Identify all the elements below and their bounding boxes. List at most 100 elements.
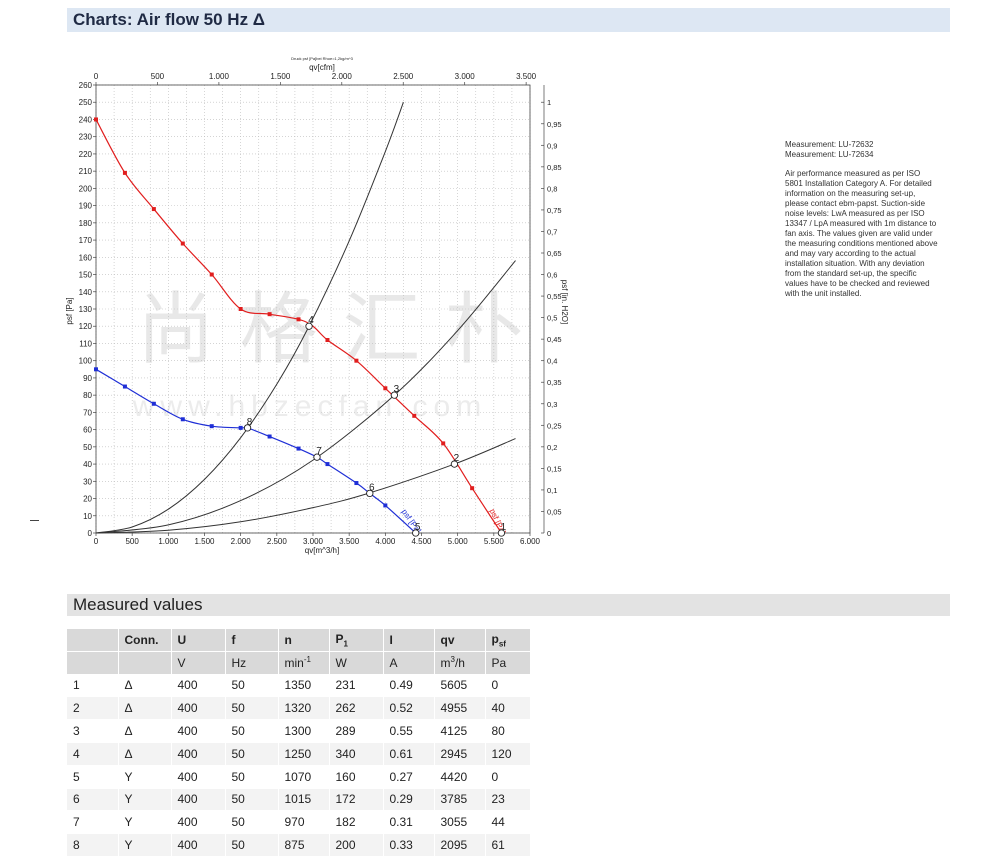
table-cell: 400 xyxy=(171,696,226,721)
table-cell: 23 xyxy=(485,788,531,812)
watermark-text: 尚 格 汇 朴 xyxy=(137,285,523,375)
description-line: noise levels: LwA measured as per ISO xyxy=(785,209,925,218)
table-cell: A xyxy=(383,651,435,675)
table-cell: 2 xyxy=(67,696,119,721)
table-cell: 200 xyxy=(329,833,384,857)
table-cell: min-1 xyxy=(278,651,330,675)
data-point xyxy=(296,317,301,322)
right-tick-label: 0,9 xyxy=(547,141,557,150)
table-cell: 4955 xyxy=(434,696,486,721)
operating-point-label: 8 xyxy=(247,417,253,428)
table-cell: 262 xyxy=(329,696,384,721)
table-cell: 400 xyxy=(171,788,226,812)
data-point xyxy=(209,424,214,429)
table-cell: 4420 xyxy=(434,765,486,789)
y-tick-label: 140 xyxy=(79,288,93,297)
x-axis-label: qv[m^3/h] xyxy=(305,546,339,555)
right-axis-label: psf [in. H2O] xyxy=(560,280,569,324)
charts-section-header: Charts: Air flow 50 Hz Δ xyxy=(67,8,950,32)
data-point xyxy=(383,503,388,508)
right-tick-label: 0,95 xyxy=(547,120,562,129)
table-cell: 0.52 xyxy=(383,696,435,721)
series-line xyxy=(95,438,516,534)
table-cell: W xyxy=(329,651,384,675)
description-line: and may vary according to the actual xyxy=(785,249,916,258)
table-cell: 182 xyxy=(329,810,384,835)
table-cell: Δ xyxy=(118,674,172,698)
top-tick-label: 500 xyxy=(151,72,165,81)
table-cell: 120 xyxy=(485,742,531,766)
table-cell xyxy=(118,651,172,675)
table-cell: 1300 xyxy=(278,719,330,743)
table-cell: Y xyxy=(118,833,172,857)
data-point xyxy=(94,117,98,122)
table-cell: 6 xyxy=(67,788,119,812)
data-point xyxy=(209,272,214,277)
table-row: 5 Y 400 50 1070 160 0.27 4420 0 xyxy=(67,765,531,789)
table-cell: 400 xyxy=(171,742,226,766)
data-point xyxy=(470,486,475,491)
data-point xyxy=(180,417,185,422)
y-tick-label: 180 xyxy=(79,219,93,228)
top-tick-label: 1.000 xyxy=(209,72,230,81)
table-cell: 0 xyxy=(485,765,531,789)
table-cell: 44 xyxy=(485,810,531,835)
table-cell: 970 xyxy=(278,810,330,835)
table-cell: 2945 xyxy=(434,742,486,766)
table-cell: P1 xyxy=(329,629,384,652)
table-row: 7 Y 400 50 970 182 0.31 3055 44 xyxy=(67,810,531,835)
table-cell: 400 xyxy=(171,833,226,857)
description-line: values have to be checked and reviewed xyxy=(785,279,930,288)
table-cell xyxy=(67,651,119,675)
y-tick-label: 220 xyxy=(79,150,93,159)
y-tick-label: 90 xyxy=(83,374,92,383)
measurement-notes: Measurement: LU-72632 Measurement: LU-72… xyxy=(785,140,950,299)
table-cell: 875 xyxy=(278,833,330,857)
table-cell: Pa xyxy=(485,651,531,675)
table-cell: 50 xyxy=(225,742,279,766)
description-line: the measuring conditions mentioned above xyxy=(785,239,938,248)
table-cell: Y xyxy=(118,810,172,835)
data-point xyxy=(151,401,156,406)
data-point xyxy=(296,446,301,451)
table-cell: 3785 xyxy=(434,788,486,812)
operating-point xyxy=(497,529,506,537)
table-cell: Δ xyxy=(118,719,172,743)
top-tick-label: 0 xyxy=(94,72,99,81)
table-cell: Y xyxy=(118,788,172,812)
table-cell: 400 xyxy=(171,719,226,743)
table-cell: 50 xyxy=(225,788,279,812)
y-tick-label: 260 xyxy=(79,81,93,90)
right-tick-label: 0 xyxy=(547,529,551,538)
x-tick-label: 5.500 xyxy=(484,537,505,546)
data-point xyxy=(441,441,446,446)
operating-point xyxy=(412,529,420,537)
table-cell: 50 xyxy=(225,674,279,698)
operating-point xyxy=(390,391,399,399)
right-tick-label: 0,5 xyxy=(547,314,557,323)
right-tick-label: 0,2 xyxy=(547,443,557,452)
table-cell: 0.27 xyxy=(383,765,435,789)
top-axis-label: qv[cfm] xyxy=(309,63,335,72)
right-tick-label: 0,25 xyxy=(547,421,562,430)
x-tick-label: 6.000 xyxy=(520,537,541,546)
x-tick-label: 500 xyxy=(125,537,139,546)
description-line: Air performance measured as per ISO xyxy=(785,169,921,178)
table-row: 2 Δ 400 50 1320 262 0.52 4955 40 xyxy=(67,696,531,721)
y-tick-label: 150 xyxy=(79,271,93,280)
data-point xyxy=(354,358,359,363)
margin-dash xyxy=(30,520,39,521)
table-cell: 50 xyxy=(225,810,279,835)
data-point xyxy=(383,386,388,391)
y-tick-label: 130 xyxy=(79,305,93,314)
table-cell: 61 xyxy=(485,833,531,857)
right-tick-label: 0,7 xyxy=(547,227,557,236)
right-tick-label: 0,45 xyxy=(547,335,562,344)
data-point xyxy=(180,241,185,246)
watermark-url: www.hbzecfan.com xyxy=(132,390,487,423)
x-tick-label: 5.000 xyxy=(448,537,469,546)
x-tick-label: 0 xyxy=(94,537,99,546)
y-tick-label: 50 xyxy=(83,443,92,452)
table-cell: Δ xyxy=(118,742,172,766)
